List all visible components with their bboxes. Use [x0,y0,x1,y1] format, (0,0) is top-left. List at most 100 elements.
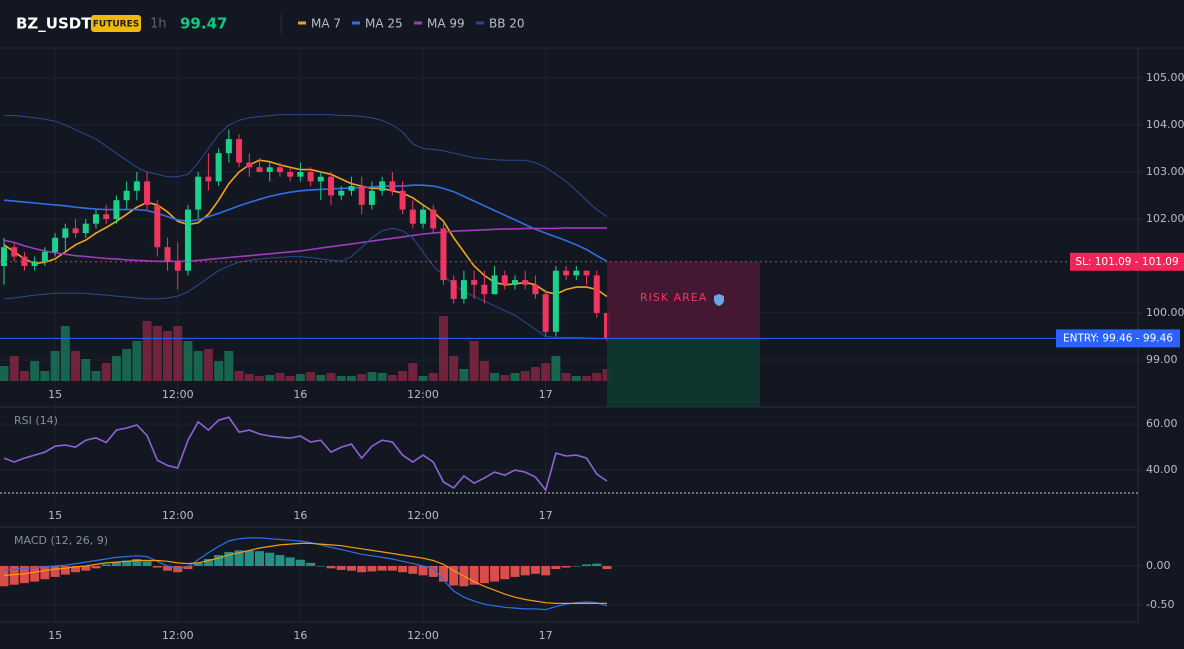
candle-body [41,251,48,262]
volume-bar [438,316,448,381]
macd-histogram-bar [408,565,418,574]
risk-area [606,261,760,339]
macd-histogram-bar [71,565,81,573]
volume-bar [449,356,459,381]
macd-histogram-bar [224,551,234,566]
candle-body [573,270,580,276]
volume-bar [81,359,91,381]
volume-bar [203,349,213,381]
candle-body [563,270,570,276]
macd-histogram-bar [152,565,162,568]
volume-bar [275,373,285,381]
volume-bar [163,331,173,381]
target-area [606,338,760,407]
candle-body [11,247,18,257]
macd-histogram-bar [30,565,40,582]
macd-histogram-bar [306,562,316,566]
macd-histogram-bar [295,559,305,566]
macd-histogram-bar [336,565,346,570]
candle-body [440,228,447,281]
volume-bar [214,361,224,381]
macd-histogram-bar [111,562,121,566]
candle-body [133,181,140,191]
volume-bar [19,371,29,381]
legend-label: MA 25 [365,17,403,31]
shield-icon [714,294,724,306]
candle-body [317,176,324,182]
volume-bar [122,349,132,381]
pane-title: RSI (14) [14,414,58,427]
macd-histogram-bar [346,565,356,571]
volume-bar [40,371,50,381]
candle-body [1,247,7,266]
macd-histogram-bar [520,565,530,576]
volume-bar [91,371,101,381]
macd-histogram-bar [132,558,142,566]
volume-bar [255,376,264,381]
macd-histogram-bar [490,565,500,582]
candle-body [338,190,345,196]
entry-label: ENTRY: 99.46 - 99.46 [1063,332,1173,344]
volume-bar [479,361,489,381]
x-tick-label: 15 [48,388,62,401]
legend-label: MA 99 [427,17,465,31]
y-tick-label: 60.00 [1146,417,1178,430]
macd-line [3,542,607,604]
macd-histogram-bar [285,557,295,566]
candle-body [113,200,120,219]
volume-bar [224,351,234,381]
y-tick-label: 102.00 [1146,212,1184,225]
macd-histogram-bar [0,565,9,587]
volume-bar [510,373,520,381]
candle-body [358,186,365,205]
candle-body [52,237,59,252]
volume-bar [561,373,571,381]
volume-bar [592,373,602,381]
macd-histogram-bar [561,565,571,568]
candle-body [205,176,212,182]
volume-bar [582,376,592,381]
volume-bar [142,321,152,381]
candle-body [123,190,130,201]
x-tick-label: 12:00 [407,629,439,642]
macd-histogram-bar [50,565,60,577]
candle-body [82,223,89,234]
x-tick-label: 15 [48,629,62,642]
volume-bar [132,341,142,381]
macd-histogram-bar [142,561,152,566]
macd-histogram-bar [418,565,428,576]
candle-body [31,261,38,266]
candle-body [72,228,79,234]
pane-title: MACD (12, 26, 9) [14,534,108,547]
candle-body [460,280,467,299]
macd-histogram-bar [203,558,213,566]
candle-body [297,171,304,177]
macd-histogram-bar [551,565,561,570]
volume-bar [183,341,193,381]
y-tick-label: 99.00 [1146,353,1178,366]
ma-line [3,227,607,263]
macd-line [3,537,608,611]
candle-body [256,167,263,172]
candle-body [195,176,202,210]
candle-body [266,167,273,172]
candle-body [481,284,488,295]
macd-histogram-bar [244,550,254,566]
volume-bar [500,375,510,381]
macd-histogram-bar [40,565,50,580]
y-tick-label: 105.00 [1146,71,1184,84]
candle-body [471,280,478,285]
candle-body [92,214,99,224]
volume-bar [60,326,70,381]
macd-histogram-bar [316,565,326,567]
candle-body [379,181,386,191]
x-tick-label: 12:00 [407,388,439,401]
legend: MA 7 MA 25 MA 99 BB 20 [298,17,525,31]
volume-bar [30,361,40,381]
macd-histogram-bar [469,565,479,585]
macd-histogram-bar [101,564,111,566]
volume-bar [541,363,551,381]
grid-layer [0,48,1142,622]
candle-body [184,209,191,271]
